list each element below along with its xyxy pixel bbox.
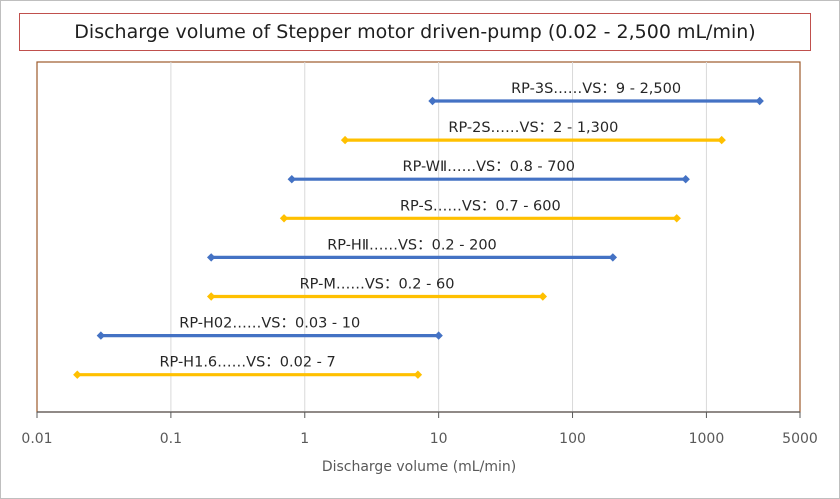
plot-area bbox=[36, 61, 801, 413]
x-tick-label: 1000 bbox=[689, 431, 725, 447]
range-bar: RP-2S……VS：2 - 1,300 bbox=[340, 120, 726, 145]
range-max-marker bbox=[434, 331, 443, 340]
range-bar-label: RP-HⅡ……VS：0.2 - 200 bbox=[327, 237, 497, 253]
chart-title: Discharge volume of Stepper motor driven… bbox=[19, 13, 811, 51]
range-min-marker bbox=[287, 175, 296, 184]
range-min-marker bbox=[206, 292, 216, 301]
range-max-marker bbox=[717, 135, 726, 145]
range-bar-label: RP-2S……VS：2 - 1,300 bbox=[448, 120, 618, 136]
range-max-marker bbox=[755, 96, 764, 106]
range-bar: RP-H1.6……VS：0.02 - 7 bbox=[73, 355, 423, 379]
range-bar: RP-WⅡ……VS：0.8 - 700 bbox=[287, 159, 690, 184]
range-bar-label: RP-H02……VS：0.03 - 10 bbox=[179, 316, 360, 332]
range-bar: RP-H02……VS：0.03 - 10 bbox=[96, 316, 443, 340]
x-tick-label: 0.1 bbox=[160, 431, 182, 447]
range-bar-label: RP-WⅡ……VS：0.8 - 700 bbox=[403, 159, 575, 175]
range-min-marker bbox=[73, 370, 82, 379]
range-bar: RP-S……VS：0.7 - 600 bbox=[279, 198, 681, 223]
range-bar-label: RP-H1.6……VS：0.02 - 7 bbox=[159, 355, 335, 371]
range-bar-label: RP-S……VS：0.7 - 600 bbox=[400, 198, 561, 214]
x-tick-label: 5000 bbox=[782, 431, 818, 447]
range-min-marker bbox=[96, 331, 106, 340]
x-axis-title: Discharge volume (mL/min) bbox=[322, 459, 516, 475]
range-max-marker bbox=[681, 175, 690, 184]
range-bar: RP-3S……VS：9 - 2,500 bbox=[428, 81, 764, 106]
range-bar-label: RP-3S……VS：9 - 2,500 bbox=[511, 81, 681, 97]
range-max-marker bbox=[608, 253, 618, 262]
x-tick-label: 10 bbox=[430, 431, 448, 447]
x-tick-label: 100 bbox=[559, 431, 586, 447]
range-max-marker bbox=[538, 292, 548, 301]
range-bar: RP-HⅡ……VS：0.2 - 200 bbox=[206, 237, 618, 262]
range-max-marker bbox=[413, 370, 423, 379]
x-tick-label: 0.01 bbox=[21, 431, 52, 447]
range-bar: RP-M……VS：0.2 - 60 bbox=[206, 277, 548, 301]
range-min-marker bbox=[428, 96, 437, 106]
x-tick-label: 1 bbox=[300, 431, 309, 447]
range-bar-label: RP-M……VS：0.2 - 60 bbox=[300, 277, 455, 293]
range-min-marker bbox=[206, 253, 216, 262]
range-min-marker bbox=[279, 214, 289, 223]
range-max-marker bbox=[672, 214, 681, 223]
range-min-marker bbox=[340, 135, 350, 145]
